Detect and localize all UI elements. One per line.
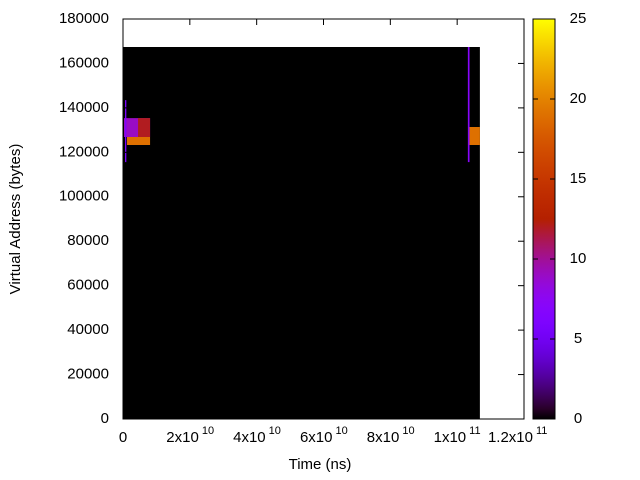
y-tick-label: 100000 xyxy=(59,188,109,205)
heat-cell xyxy=(467,47,470,163)
heat-cell xyxy=(138,118,151,137)
x-tick-label: 8x10 xyxy=(367,429,400,446)
x-tick-label: 1.2x10 xyxy=(488,429,533,446)
y-tick-label: 60000 xyxy=(67,277,109,294)
heat-cell xyxy=(127,137,151,145)
colorbar xyxy=(532,18,556,420)
y-axis-label: Virtual Address (bytes) xyxy=(7,144,24,295)
y-tick-label: 120000 xyxy=(59,143,109,160)
heat-cell xyxy=(123,47,480,419)
x-tick-exponent: 10 xyxy=(202,425,214,437)
colorbar-tick-label: 15 xyxy=(570,170,587,187)
y-tick-label: 0 xyxy=(101,410,109,427)
y-tick-label: 40000 xyxy=(67,321,109,338)
colorbar-tick-label: 20 xyxy=(570,90,587,107)
colorbar-tick-label: 5 xyxy=(574,330,582,347)
y-tick-label: 160000 xyxy=(59,54,109,71)
colorbar-tick-label: 10 xyxy=(570,250,587,267)
x-tick-exponent: 11 xyxy=(469,425,480,437)
y-tick-label: 20000 xyxy=(67,366,109,383)
x-tick-label: 2x10 xyxy=(166,429,199,446)
x-tick-label: 4x10 xyxy=(233,429,266,446)
y-tick-label: 140000 xyxy=(59,99,109,116)
x-tick-exponent: 11 xyxy=(536,425,547,437)
y-tick-label: 80000 xyxy=(67,232,109,249)
x-tick-exponent: 10 xyxy=(336,425,348,437)
x-tick-exponent: 10 xyxy=(269,425,281,437)
x-tick-exponent: 10 xyxy=(402,425,414,437)
x-tick-label: 6x10 xyxy=(300,429,333,446)
colorbar-tick-label: 0 xyxy=(574,410,582,427)
x-tick-label: 1x10 xyxy=(434,429,467,446)
heat-cell xyxy=(125,100,127,163)
colorbar-tick-label: 25 xyxy=(570,10,587,27)
x-tick-label: 0 xyxy=(119,429,127,446)
heat-cell xyxy=(469,127,480,145)
y-tick-label: 180000 xyxy=(59,10,109,27)
x-axis-label: Time (ns) xyxy=(289,456,352,473)
